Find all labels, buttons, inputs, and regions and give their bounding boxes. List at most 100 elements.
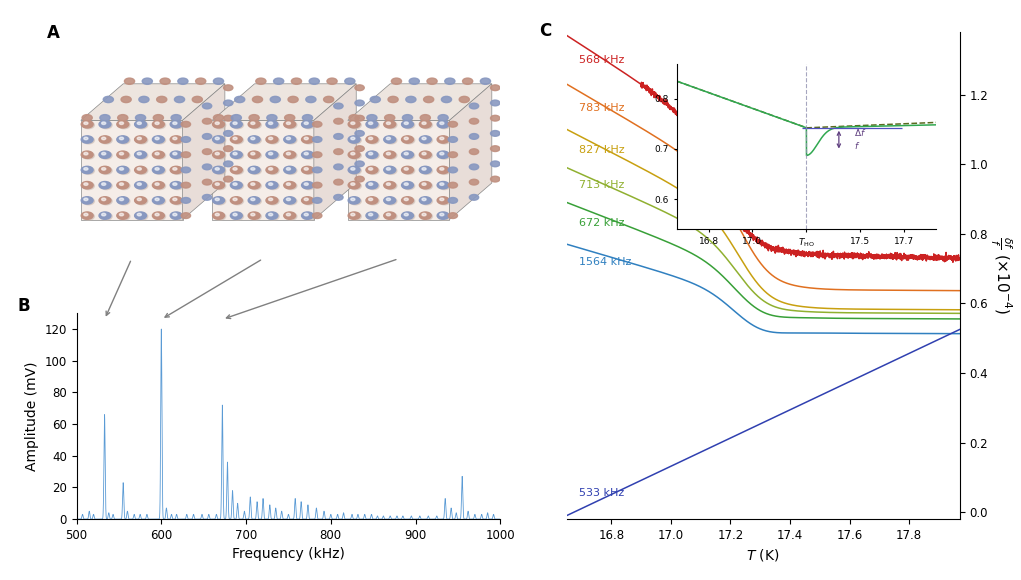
Circle shape [385, 121, 397, 129]
Circle shape [154, 137, 165, 144]
Circle shape [248, 121, 260, 128]
Circle shape [440, 183, 444, 186]
Circle shape [269, 168, 273, 170]
Circle shape [422, 213, 426, 216]
Circle shape [368, 213, 379, 220]
Circle shape [102, 137, 106, 140]
Circle shape [252, 96, 262, 103]
Circle shape [119, 153, 124, 155]
Circle shape [386, 168, 390, 170]
Circle shape [224, 130, 233, 136]
Circle shape [136, 137, 148, 144]
Text: 713 kHz: 713 kHz [579, 180, 624, 190]
Circle shape [403, 198, 415, 205]
Circle shape [84, 198, 88, 201]
Circle shape [286, 122, 291, 125]
Circle shape [371, 96, 381, 103]
X-axis label: $T$ (K): $T$ (K) [746, 548, 780, 563]
Circle shape [384, 197, 395, 204]
Circle shape [437, 166, 449, 173]
Circle shape [99, 151, 111, 158]
Circle shape [160, 78, 171, 84]
Circle shape [437, 136, 449, 143]
Circle shape [369, 137, 373, 140]
Circle shape [215, 137, 220, 140]
Circle shape [171, 197, 182, 204]
Circle shape [102, 198, 106, 201]
Circle shape [172, 137, 184, 144]
Circle shape [421, 152, 433, 159]
Circle shape [178, 78, 188, 84]
Circle shape [173, 213, 177, 216]
Circle shape [224, 115, 233, 121]
Circle shape [441, 96, 451, 103]
Circle shape [355, 85, 364, 90]
Circle shape [83, 213, 94, 220]
Circle shape [351, 122, 355, 125]
Circle shape [84, 183, 88, 186]
Circle shape [224, 85, 233, 90]
Circle shape [172, 121, 184, 129]
Circle shape [155, 137, 159, 140]
Circle shape [100, 198, 112, 205]
Circle shape [154, 121, 165, 129]
Circle shape [437, 212, 449, 219]
Circle shape [401, 136, 414, 143]
Polygon shape [449, 84, 492, 219]
Circle shape [248, 182, 260, 189]
Circle shape [427, 78, 437, 84]
Circle shape [119, 137, 124, 140]
Circle shape [251, 122, 255, 125]
Polygon shape [183, 84, 225, 219]
Circle shape [266, 182, 278, 189]
Circle shape [312, 198, 322, 203]
Circle shape [351, 198, 355, 201]
Circle shape [248, 166, 260, 173]
Circle shape [402, 115, 412, 121]
Circle shape [212, 212, 225, 219]
Circle shape [369, 168, 373, 170]
Circle shape [202, 194, 211, 200]
Circle shape [82, 121, 93, 128]
Circle shape [303, 167, 314, 175]
Circle shape [231, 182, 242, 189]
Circle shape [369, 153, 373, 155]
Circle shape [249, 115, 259, 121]
Circle shape [348, 182, 360, 189]
Circle shape [135, 182, 146, 189]
Circle shape [348, 212, 360, 219]
Circle shape [384, 182, 395, 189]
Circle shape [212, 166, 225, 173]
Circle shape [248, 212, 260, 219]
Circle shape [125, 78, 135, 84]
Circle shape [137, 137, 141, 140]
Circle shape [366, 212, 378, 219]
Circle shape [154, 152, 165, 159]
Circle shape [154, 198, 165, 205]
Circle shape [102, 122, 106, 125]
Circle shape [355, 161, 364, 166]
Circle shape [249, 152, 261, 159]
Circle shape [421, 182, 433, 190]
Circle shape [232, 137, 244, 144]
Circle shape [251, 198, 255, 201]
Circle shape [386, 137, 390, 140]
Circle shape [369, 213, 373, 216]
Circle shape [269, 122, 273, 125]
Circle shape [384, 166, 395, 173]
Text: A: A [47, 24, 60, 42]
Circle shape [409, 78, 420, 84]
Circle shape [285, 198, 297, 205]
Circle shape [155, 153, 159, 155]
Circle shape [232, 213, 244, 220]
Circle shape [470, 103, 479, 109]
Circle shape [369, 122, 373, 125]
Circle shape [349, 152, 361, 159]
Circle shape [153, 115, 163, 121]
Circle shape [480, 78, 490, 84]
Text: B: B [17, 297, 30, 315]
Circle shape [118, 182, 130, 190]
Circle shape [268, 198, 279, 205]
Circle shape [156, 96, 166, 103]
Circle shape [301, 121, 313, 128]
